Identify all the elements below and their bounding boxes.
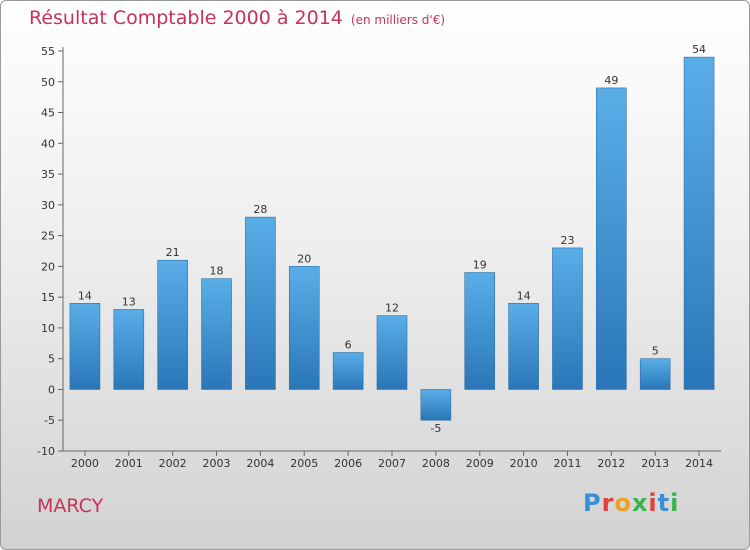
value-label-2011: 23 [560,234,574,247]
city-name: MARCY [37,495,104,517]
y-tick-label: 30 [41,199,55,212]
value-label-2012: 49 [604,74,618,87]
x-tick-label-2006: 2006 [334,457,362,470]
x-tick-label-2004: 2004 [246,457,274,470]
y-tick-label: 15 [41,291,55,304]
logo-letter: i [670,489,680,517]
value-label-2004: 28 [253,203,267,216]
value-label-2010: 14 [517,289,531,302]
x-tick-label-2008: 2008 [422,457,450,470]
bar-2006 [332,352,364,390]
bar-2014 [683,56,715,390]
y-tick-label: 35 [41,168,55,181]
logo-letter: x [631,489,649,517]
x-tick-label-2003: 2003 [203,457,231,470]
bar-2011 [552,247,583,390]
bar-2009 [464,272,496,390]
x-tick-label-2013: 2013 [641,457,669,470]
x-tick-label-2014: 2014 [685,457,713,470]
value-label-2008: -5 [430,422,441,435]
logo-letter: P [583,489,602,517]
value-label-2001: 13 [122,295,136,308]
value-label-2000: 14 [78,289,92,302]
x-tick-label-2000: 2000 [71,457,99,470]
x-tick-label-2009: 2009 [466,457,494,470]
bar-2013 [639,358,671,390]
y-tick-label: 50 [41,76,55,89]
bar-2001 [113,309,145,390]
logo-letter: o [614,489,632,517]
bar-2000 [69,303,101,390]
x-tick-label-2007: 2007 [378,457,406,470]
proxiti-logo[interactable]: Proxiti [583,489,679,517]
x-tick-label-2002: 2002 [159,457,187,470]
x-tick-label-2012: 2012 [597,457,625,470]
y-tick-label: 20 [41,260,55,273]
value-label-2014: 54 [692,43,706,56]
bar-2010 [508,303,539,390]
bar-2012 [596,87,627,390]
bar-2003 [201,278,232,390]
y-tick-label: 25 [41,230,55,243]
y-tick-label: -10 [37,445,55,458]
bar-2004 [245,216,276,390]
value-label-2013: 5 [652,345,659,358]
logo-letter: t [657,489,671,517]
y-tick-label: 55 [41,45,55,58]
value-label-2002: 21 [166,246,180,259]
unit-label: (en milliers d'€) [350,13,446,27]
x-tick-label-2005: 2005 [290,457,318,470]
bar-2008 [420,389,452,421]
logo-letter: r [601,489,615,517]
title-text: Résultat Comptable 2000 à 2014 [29,7,343,29]
bar-2002 [157,259,188,390]
y-tick-label: 45 [41,107,55,120]
x-tick-label-2001: 2001 [115,457,143,470]
y-tick-label: 0 [48,383,55,396]
bar-2007 [376,315,408,390]
x-tick-label-2011: 2011 [553,457,581,470]
value-label-2006: 6 [345,339,352,352]
y-tick-label: 40 [41,137,55,150]
logo-letter: i [648,489,658,517]
value-label-2005: 20 [297,252,311,265]
chart-title: Résultat Comptable 2000 à 2014 (en millie… [29,7,445,29]
value-label-2003: 18 [210,265,224,278]
x-tick-label-2010: 2010 [510,457,538,470]
bar-2005 [288,266,320,390]
value-label-2009: 19 [473,259,487,272]
y-tick-label: 5 [48,353,55,366]
y-tick-label: -5 [44,414,55,427]
y-tick-label: 10 [41,322,55,335]
value-label-2007: 12 [385,302,399,315]
